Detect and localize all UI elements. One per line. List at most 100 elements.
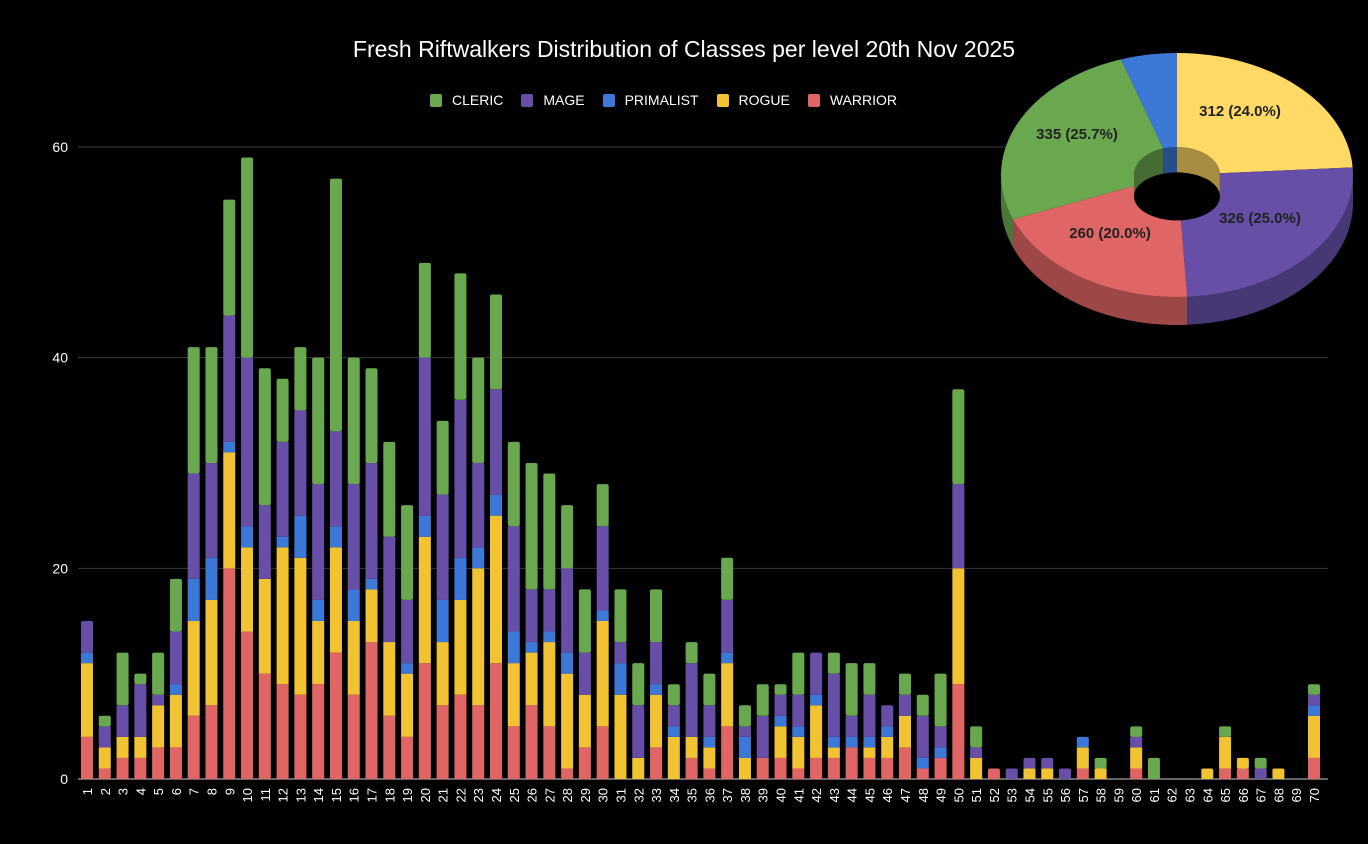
bar-segment-primalist[interactable] [490, 494, 502, 516]
bar-segment-rogue[interactable] [738, 757, 751, 779]
bar-segment-warrior[interactable] [116, 757, 129, 779]
bar-segment-rogue[interactable] [543, 642, 556, 727]
bar-segment-rogue[interactable] [169, 694, 182, 748]
bar-segment-cleric[interactable] [543, 473, 556, 590]
bar-segment-rogue[interactable] [1308, 715, 1320, 758]
bar-segment-primalist[interactable] [276, 536, 289, 548]
bar-segment-cleric[interactable] [596, 484, 609, 527]
bar-segment-primalist[interactable] [774, 715, 787, 727]
bar-segment-warrior[interactable] [472, 705, 485, 779]
bar-segment-cleric[interactable] [418, 262, 431, 358]
bar-segment-mage[interactable] [1005, 768, 1018, 779]
bar-segment-cleric[interactable] [401, 505, 414, 600]
bar-segment-mage[interactable] [436, 494, 449, 600]
bar-segment-primalist[interactable] [1308, 705, 1320, 716]
bar-segment-warrior[interactable] [347, 694, 360, 779]
bar-segment-rogue[interactable] [561, 673, 574, 769]
bar-segment-primalist[interactable] [365, 578, 378, 590]
bar-segment-warrior[interactable] [792, 768, 805, 779]
bar-segment-mage[interactable] [810, 652, 823, 695]
bar-segment-mage[interactable] [365, 463, 378, 579]
bar-segment-primalist[interactable] [810, 694, 823, 706]
bar-segment-warrior[interactable] [827, 757, 840, 779]
bar-segment-mage[interactable] [827, 673, 840, 737]
bar-segment-cleric[interactable] [561, 505, 574, 569]
bar-segment-primalist[interactable] [596, 610, 609, 621]
bar-segment-primalist[interactable] [863, 736, 876, 748]
bar-segment-mage[interactable] [472, 463, 485, 548]
bar-segment-warrior[interactable] [134, 757, 147, 779]
bar-segment-cleric[interactable] [774, 684, 787, 695]
legend-item-rogue[interactable]: ROGUE [716, 92, 790, 108]
bar-segment-rogue[interactable] [881, 736, 894, 758]
bar-segment-cleric[interactable] [134, 673, 147, 685]
bar-segment-primalist[interactable] [472, 547, 485, 569]
bar-segment-rogue[interactable] [667, 736, 680, 779]
pie-slice-mage[interactable] [1179, 167, 1353, 297]
bar-segment-warrior[interactable] [507, 726, 520, 779]
bar-segment-rogue[interactable] [418, 536, 431, 664]
bar-segment-primalist[interactable] [223, 441, 236, 453]
bar-segment-primalist[interactable] [205, 557, 218, 600]
bar-segment-warrior[interactable] [916, 768, 929, 779]
pie-slice-rogue[interactable] [1177, 53, 1353, 174]
bar-segment-warrior[interactable] [258, 673, 271, 779]
bar-segment-rogue[interactable] [1023, 768, 1036, 779]
bar-segment-rogue[interactable] [365, 589, 378, 643]
bar-segment-rogue[interactable] [81, 663, 93, 737]
bar-segment-mage[interactable] [223, 315, 236, 442]
bar-segment-cleric[interactable] [258, 368, 271, 506]
bar-segment-rogue[interactable] [383, 642, 396, 716]
bar-segment-warrior[interactable] [329, 652, 342, 779]
bar-segment-warrior[interactable] [578, 747, 591, 779]
bar-segment-warrior[interactable] [1219, 768, 1232, 779]
bar-segment-rogue[interactable] [703, 747, 716, 769]
bar-segment-primalist[interactable] [827, 736, 840, 748]
bar-segment-rogue[interactable] [632, 757, 645, 779]
bar-segment-rogue[interactable] [1272, 768, 1285, 779]
bar-segment-primalist[interactable] [241, 526, 254, 548]
bar-segment-rogue[interactable] [276, 547, 289, 685]
bar-segment-primalist[interactable] [169, 684, 182, 695]
bar-segment-rogue[interactable] [525, 652, 538, 706]
bar-segment-rogue[interactable] [454, 599, 467, 695]
bar-segment-mage[interactable] [507, 526, 520, 632]
bar-segment-rogue[interactable] [1236, 757, 1249, 769]
bar-segment-warrior[interactable] [294, 694, 307, 779]
bar-segment-warrior[interactable] [703, 768, 716, 779]
bar-segment-mage[interactable] [1308, 694, 1320, 706]
bar-segment-cleric[interactable] [152, 652, 165, 695]
bar-segment-mage[interactable] [187, 473, 200, 579]
bar-segment-cleric[interactable] [863, 663, 876, 695]
bar-segment-rogue[interactable] [614, 694, 627, 779]
bar-segment-rogue[interactable] [347, 621, 360, 695]
bar-segment-warrior[interactable] [1130, 768, 1143, 779]
bar-segment-primalist[interactable] [329, 526, 342, 548]
bar-segment-cleric[interactable] [241, 157, 254, 358]
bar-segment-primalist[interactable] [525, 642, 538, 653]
bar-segment-cleric[interactable] [1130, 726, 1143, 737]
bar-segment-warrior[interactable] [223, 568, 236, 779]
bar-segment-primalist[interactable] [792, 726, 805, 737]
bar-segment-warrior[interactable] [650, 747, 663, 779]
bar-segment-cleric[interactable] [916, 694, 929, 716]
bar-segment-mage[interactable] [525, 589, 538, 643]
bar-segment-mage[interactable] [614, 642, 627, 664]
bar-segment-cleric[interactable] [525, 463, 538, 590]
legend-item-primalist[interactable]: PRIMALIST [602, 92, 699, 108]
bar-segment-rogue[interactable] [970, 757, 983, 779]
bar-segment-primalist[interactable] [667, 726, 680, 737]
bar-segment-mage[interactable] [934, 726, 947, 748]
bar-segment-mage[interactable] [952, 484, 965, 569]
bar-segment-primalist[interactable] [845, 736, 858, 748]
bar-segment-cleric[interactable] [294, 347, 307, 411]
bar-segment-warrior[interactable] [543, 726, 556, 779]
bar-segment-mage[interactable] [454, 399, 467, 558]
bar-segment-cleric[interactable] [436, 420, 449, 495]
bar-segment-warrior[interactable] [774, 757, 787, 779]
bar-segment-cleric[interactable] [685, 642, 698, 664]
bar-segment-mage[interactable] [970, 747, 983, 758]
bar-segment-warrior[interactable] [454, 694, 467, 779]
bar-segment-cleric[interactable] [632, 663, 645, 706]
bar-segment-warrior[interactable] [383, 715, 396, 779]
